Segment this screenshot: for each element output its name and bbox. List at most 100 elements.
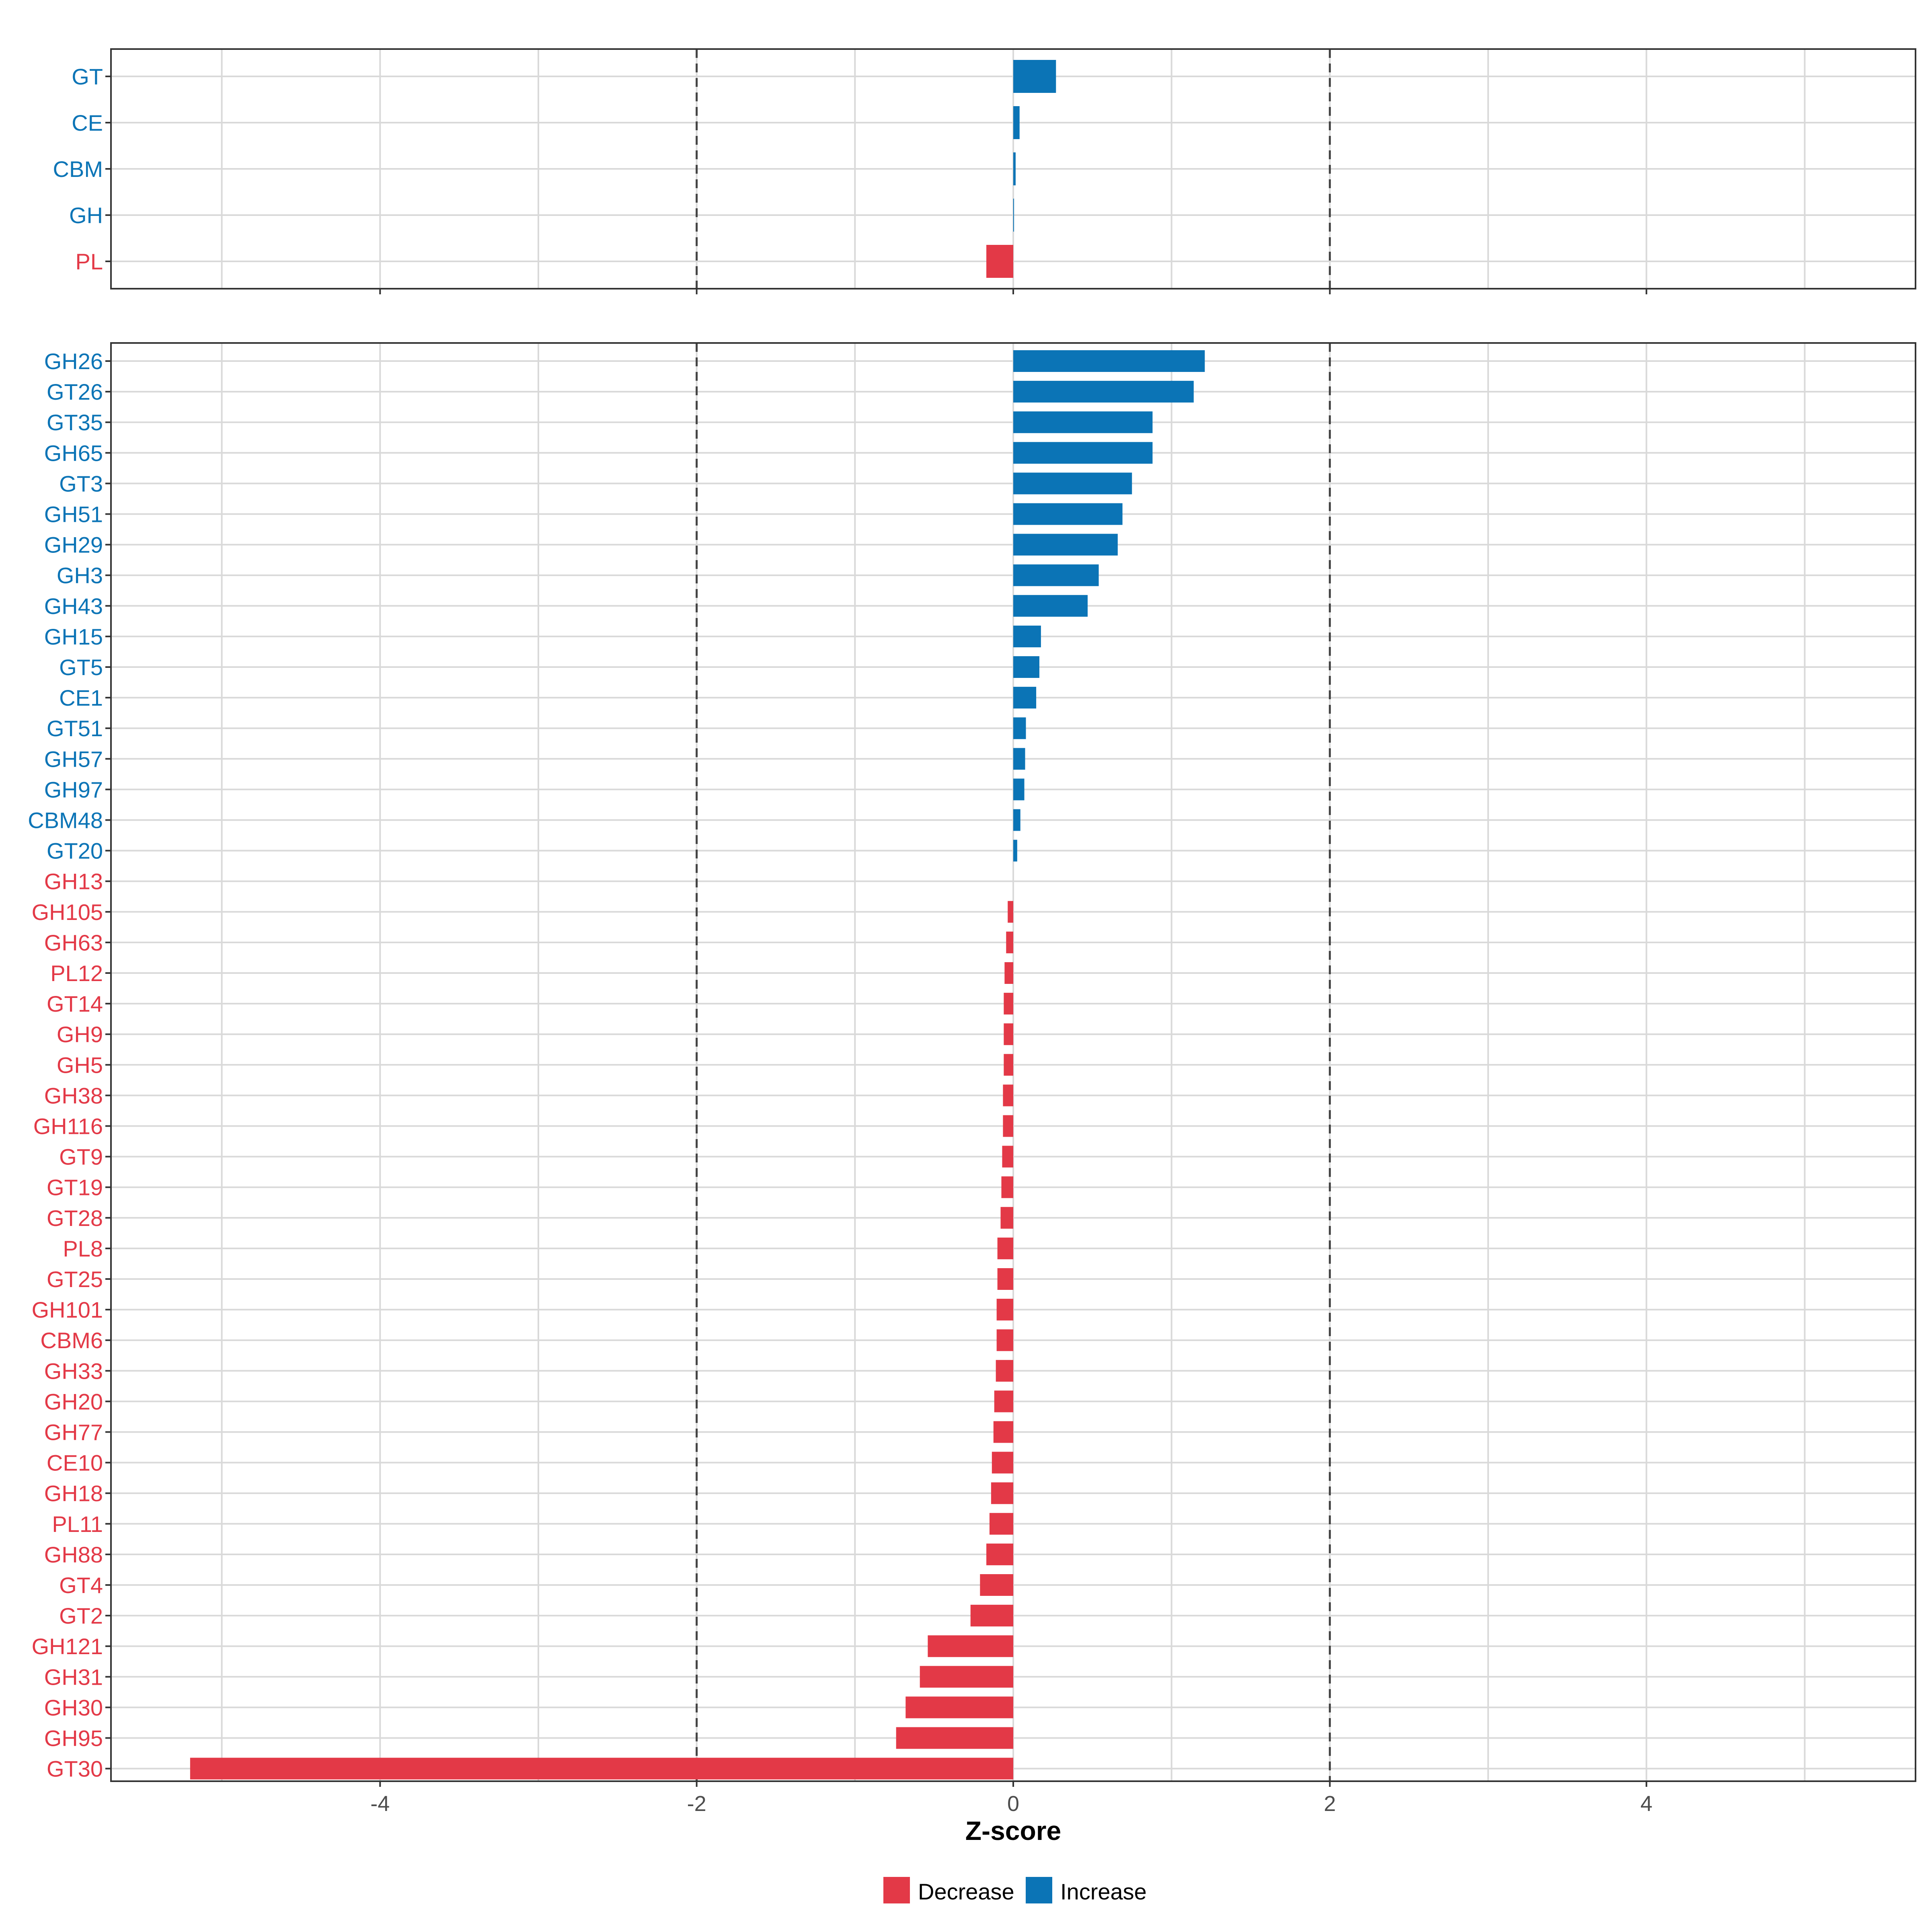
legend-key-increase [1026,1877,1052,1903]
bar-gh101 [996,1299,1013,1321]
category-label-pl12: PL12 [50,961,103,986]
bar-cbm6 [996,1329,1013,1351]
bar-gh38 [1003,1084,1013,1107]
bar-gh9 [1004,1023,1013,1045]
bar-gh77 [993,1421,1013,1443]
bar-gh88 [986,1543,1013,1565]
category-label-cbm48: CBM48 [28,808,103,833]
reference-lines-layer [696,49,1331,1781]
category-label-gh18: GH18 [44,1481,103,1506]
bar-gh20 [994,1390,1013,1413]
category-label-gt19: GT19 [47,1175,103,1200]
bar-pl11 [989,1513,1013,1535]
category-label-gh31: GH31 [44,1664,103,1690]
bar-gh121 [928,1635,1013,1657]
bar-cbm [1013,152,1016,185]
bar-gt19 [1001,1176,1013,1198]
category-label-gh30: GH30 [44,1695,103,1720]
bar-gt51 [1013,717,1026,739]
legend-label-increase: Increase [1060,1879,1147,1904]
category-label-gh88: GH88 [44,1542,103,1567]
bar-gt [1013,60,1056,93]
bar-gt9 [1002,1146,1013,1168]
bars-layer [190,60,1205,1780]
category-label-gt35: GT35 [47,410,103,435]
category-label-gh38: GH38 [44,1083,103,1108]
bar-gt20 [1013,840,1017,862]
bar-gt28 [1000,1207,1013,1229]
category-label-gh97: GH97 [44,777,103,802]
category-label-gh13: GH13 [44,869,103,894]
bar-gh57 [1013,748,1025,770]
category-label-gt2: GT2 [59,1603,103,1628]
bar-gh105 [1008,901,1013,923]
x-tick-label: 4 [1640,1792,1653,1816]
legend: Decrease Increase [883,1877,1147,1904]
bar-gh15 [1013,625,1041,647]
legend-key-decrease [883,1877,910,1903]
bar-gh95 [896,1727,1013,1749]
category-label-gt25: GT25 [47,1267,103,1292]
bar-gh30 [905,1696,1013,1718]
bar-gh31 [920,1666,1013,1688]
category-label-gh121: GH121 [32,1634,103,1659]
category-label-gh5: GH5 [57,1052,103,1078]
bar-ce1 [1013,687,1037,709]
category-label-gh101: GH101 [32,1297,103,1322]
category-label-gt20: GT20 [47,838,103,864]
bar-gh63 [1006,931,1013,953]
category-label-gh15: GH15 [44,624,103,649]
category-label-ce1: CE1 [59,685,103,710]
x-tick-label: -2 [687,1792,706,1816]
category-label-gt9: GT9 [59,1144,103,1170]
category-label-gh43: GH43 [44,593,103,619]
x-tick-label: 2 [1324,1792,1336,1816]
bar-cbm48 [1013,809,1020,831]
category-label-gt5: GT5 [59,655,103,680]
category-label-gh105: GH105 [32,899,103,925]
bar-gt4 [980,1574,1013,1596]
bar-ce10 [992,1452,1013,1474]
category-label-gh26: GH26 [44,349,103,374]
bar-gt30 [190,1757,1014,1780]
bar-gh18 [991,1482,1013,1504]
bar-gh3 [1013,564,1099,586]
bar-gt25 [997,1268,1013,1290]
x-axis-title: Z-score [965,1816,1061,1846]
category-label-gh3: GH3 [57,563,103,588]
bar-gh [1013,199,1014,232]
bar-gh65 [1013,442,1153,464]
category-label-pl: PL [76,249,103,274]
legend-label-decrease: Decrease [918,1879,1014,1904]
category-label-gt4: GT4 [59,1573,103,1598]
category-label-gh51: GH51 [44,502,103,527]
category-label-gt28: GT28 [47,1205,103,1231]
x-tick-label: -4 [370,1792,390,1816]
bar-gh116 [1003,1115,1013,1137]
category-label-gh95: GH95 [44,1726,103,1751]
labels-layer: GT CE CBM GH PL GH26 GT26 GT35 GH65 GT3 GH51 GH29 GH… [28,64,1652,1816]
bar-gt26 [1013,381,1194,403]
bar-pl [986,245,1013,278]
bar-pl12 [1004,962,1013,984]
category-label-ce10: CE10 [47,1450,103,1476]
category-label-gh77: GH77 [44,1420,103,1445]
bar-gt3 [1013,472,1132,495]
bar-gh97 [1013,778,1025,801]
bar-gh33 [996,1360,1013,1382]
bar-ce [1013,106,1020,139]
category-label-gt: GT [72,64,103,89]
category-label-gh65: GH65 [44,440,103,466]
bar-gt5 [1013,656,1039,678]
bar-gh51 [1013,503,1123,525]
category-label-gh29: GH29 [44,532,103,558]
category-label-gt26: GT26 [47,379,103,404]
x-tick-label: 0 [1007,1792,1019,1816]
category-label-gh9: GH9 [57,1022,103,1047]
category-label-cbm: CBM [53,156,103,182]
bar-gh29 [1013,534,1118,556]
category-label-cbm6: CBM6 [40,1328,103,1353]
category-label-pl8: PL8 [63,1236,103,1261]
